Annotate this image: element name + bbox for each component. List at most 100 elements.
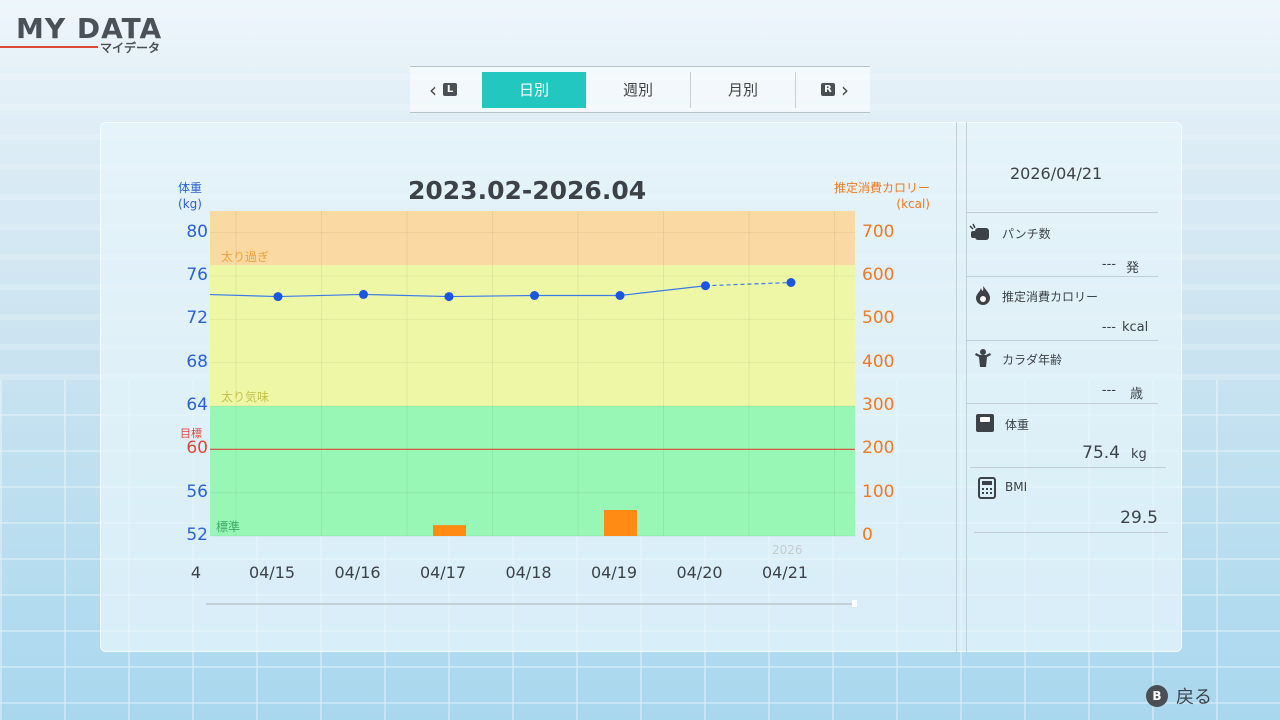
panel-divider-inner	[966, 122, 967, 652]
weight-point	[359, 289, 368, 299]
next-tab-button[interactable]: R ›	[796, 72, 868, 108]
l-button-icon: L	[443, 83, 457, 96]
weight-tick-label: 80	[186, 221, 208, 242]
weight-line-segment	[619, 285, 706, 297]
weight-point	[444, 292, 454, 302]
chart-scrollbar-thumb[interactable]	[852, 600, 857, 607]
calorie-bar	[604, 510, 637, 536]
weight-point	[273, 292, 283, 302]
zone-label-slightly: 太り気味	[221, 390, 270, 404]
calorie-tick-label: 600	[862, 265, 895, 285]
weight-line-segment	[363, 293, 450, 298]
weight-line-lead	[209, 293, 279, 298]
weight-line-segment	[277, 293, 364, 298]
calorie-tick-label: 700	[862, 221, 895, 242]
calorie-tick-label: 300	[862, 395, 895, 415]
weight-line-segment	[705, 281, 792, 287]
calorie-axis-title-line2: (kcal)	[896, 197, 930, 211]
bmi-label: BMI	[1005, 480, 1028, 494]
page-subtitle: マイデータ	[100, 41, 161, 55]
punch-glove-icon	[969, 223, 989, 240]
calories-value: ---	[1101, 320, 1116, 335]
weight-tick-label: 72	[186, 308, 208, 329]
prev-tab-button[interactable]: ‹ L	[410, 72, 482, 108]
r-button-icon: R	[821, 83, 835, 96]
tab-daily[interactable]: 日別	[482, 71, 586, 108]
calorie-tick-label: 500	[862, 308, 895, 329]
weight-tick-label: 60	[186, 438, 208, 459]
goal-label: 目標	[180, 427, 202, 440]
stat-divider	[970, 467, 1166, 468]
weight-value: 75.4	[1082, 443, 1120, 463]
weight-point	[530, 291, 539, 300]
punch-count-label: パンチ数	[1002, 227, 1051, 241]
body-age-icon	[975, 349, 991, 367]
weight-tick-label: 52	[186, 525, 208, 545]
period-tab-bar: ‹ L 日別 週別 月別 R ›	[410, 66, 870, 113]
scale-icon	[976, 414, 994, 432]
chevron-left-icon: ‹	[429, 77, 437, 102]
bmi-value: 29.5	[1120, 508, 1158, 528]
date-tick-label: 04/20	[676, 563, 723, 582]
weight-point	[615, 291, 625, 300]
stat-divider	[966, 212, 1158, 213]
weight-tick-label: 56	[186, 481, 208, 502]
year-label: 2026	[772, 543, 803, 557]
zone-label-normal: 標準	[216, 520, 241, 534]
calorie-bar	[433, 525, 466, 536]
body-age-value: ---	[1101, 383, 1116, 398]
title-underline	[0, 46, 98, 48]
stat-divider	[966, 403, 1158, 404]
calculator-icon	[978, 477, 996, 499]
zone-band-2	[210, 406, 855, 536]
body-age-unit: 歳	[1130, 387, 1144, 402]
weight-point	[786, 278, 796, 287]
calorie-tick-label: 0	[862, 525, 873, 545]
weight-axis-title-line2: (kg)	[178, 197, 202, 211]
weight-line-segment	[448, 294, 535, 298]
weight-tick-label: 64	[186, 395, 208, 415]
calorie-axis-title-line1: 推定消費カロリー	[833, 181, 930, 195]
back-label: 戻る	[1176, 687, 1212, 708]
back-button[interactable]: B 戻る	[1146, 683, 1212, 709]
date-tick-label: 04/16	[334, 563, 381, 582]
stat-divider	[974, 532, 1168, 533]
chart-scrollbar[interactable]	[206, 603, 856, 605]
date-tick-label: 04/17	[419, 563, 467, 582]
zone-band-1	[210, 265, 855, 406]
calories-label: 推定消費カロリー	[1002, 290, 1099, 304]
calorie-tick-label: 400	[862, 351, 895, 372]
punch-count-unit: 発	[1126, 261, 1140, 276]
panel-divider	[956, 122, 957, 652]
calorie-axis-title: 推定消費カロリー (kcal)	[826, 180, 930, 212]
x-tick-partial: 4	[190, 563, 202, 582]
zone-band-0	[210, 211, 855, 266]
calorie-tick-label: 200	[862, 438, 895, 459]
stat-divider	[966, 276, 1158, 277]
weight-tick-label: 76	[186, 265, 208, 285]
calorie-tick-label: 100	[862, 481, 895, 502]
weight-tick-label: 68	[186, 351, 208, 372]
date-tick-label: 04/19	[590, 563, 638, 582]
chevron-right-icon: ›	[841, 77, 849, 102]
weight-unit: kg	[1131, 447, 1147, 462]
chart-title: 2023.02-2026.04	[408, 176, 647, 205]
flame-icon	[976, 286, 990, 305]
page-title: MY DATA	[16, 12, 163, 45]
date-tick-label: 04/21	[761, 563, 809, 582]
body-age-label: カラダ年齢	[1002, 353, 1063, 367]
weight-axis-title: 体重 (kg)	[178, 180, 202, 212]
date-tick-label: 04/15	[248, 563, 296, 582]
date-tick-label: 04/18	[505, 563, 552, 582]
punch-count-value: ---	[1101, 257, 1116, 272]
tab-weekly[interactable]: 週別	[586, 71, 691, 108]
weight-label: 体重	[1005, 418, 1030, 432]
b-button-icon: B	[1146, 685, 1168, 707]
weight-axis-title-line1: 体重	[178, 181, 203, 195]
tab-monthly[interactable]: 月別	[691, 71, 796, 108]
selected-date: 2026/04/21	[1010, 164, 1103, 183]
stat-divider	[966, 340, 1158, 341]
calories-unit: kcal	[1122, 320, 1149, 335]
weight-point	[701, 281, 710, 291]
